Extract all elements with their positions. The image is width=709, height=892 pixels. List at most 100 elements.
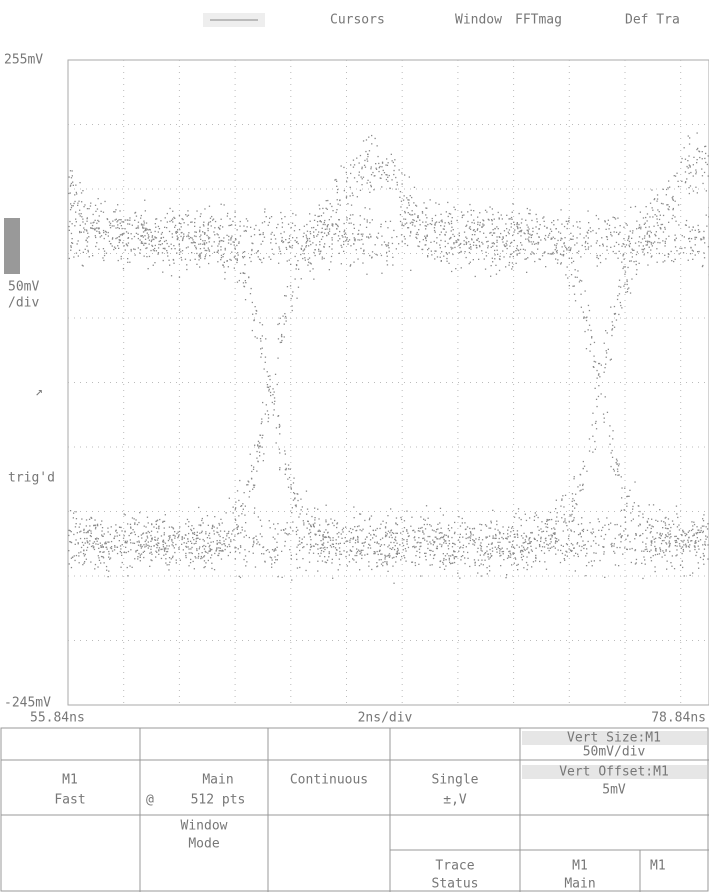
- waveform-dot: [120, 526, 122, 529]
- waveform-dot: [173, 547, 175, 549]
- softkey-label[interactable]: Main: [202, 773, 233, 788]
- waveform-dot: [645, 244, 647, 246]
- waveform-dot: [682, 566, 684, 569]
- waveform-dot: [582, 488, 584, 491]
- waveform-dot: [127, 219, 129, 221]
- waveform-dot: [560, 549, 562, 552]
- waveform-dot: [458, 550, 460, 552]
- waveform-dot: [281, 236, 283, 239]
- waveform-dot: [380, 544, 383, 546]
- waveform-dot: [525, 535, 527, 537]
- waveform-dot: [267, 224, 269, 226]
- waveform-dot: [447, 221, 450, 224]
- menu-item[interactable]: FFTmag: [515, 13, 562, 28]
- softkey-label[interactable]: Mode: [188, 837, 219, 852]
- waveform-dot: [118, 219, 120, 221]
- waveform-dot: [587, 304, 590, 307]
- waveform-dot: [643, 254, 645, 256]
- waveform-dot: [306, 508, 309, 510]
- waveform-dot: [586, 552, 588, 555]
- softkey-label[interactable]: ±,V: [443, 793, 467, 808]
- waveform-dot: [693, 521, 695, 523]
- waveform-dot: [675, 555, 677, 557]
- waveform-dot: [667, 528, 669, 530]
- softkey-label[interactable]: Continuous: [290, 773, 368, 788]
- waveform-dot: [223, 204, 225, 206]
- softkey-label[interactable]: Trace: [435, 859, 474, 874]
- waveform-dot: [616, 298, 619, 301]
- waveform-dot: [646, 550, 649, 552]
- waveform-dot: [123, 232, 125, 234]
- waveform-dot: [585, 555, 587, 557]
- waveform-dot: [143, 525, 145, 527]
- menu-item[interactable]: Window: [455, 13, 502, 28]
- waveform-dot: [610, 233, 612, 236]
- waveform-dot: [470, 532, 472, 534]
- menu-item[interactable]: Def Tra: [625, 13, 680, 28]
- waveform-dot: [68, 529, 70, 531]
- waveform-dot: [270, 238, 272, 240]
- softkey-label[interactable]: Window: [181, 819, 228, 834]
- softkey-label[interactable]: Vert Size:M1: [567, 731, 661, 746]
- waveform-dot: [272, 388, 274, 390]
- softkey-label[interactable]: Single: [432, 773, 479, 788]
- waveform-dot: [668, 542, 670, 544]
- waveform-dot: [262, 401, 264, 404]
- waveform-dot: [160, 220, 162, 222]
- softkey-label[interactable]: Fast: [54, 793, 85, 808]
- waveform-dot: [629, 548, 631, 550]
- waveform-dot: [230, 539, 232, 541]
- softkey-label[interactable]: 512 pts: [191, 793, 246, 808]
- waveform-dot: [233, 241, 235, 243]
- waveform-dot: [178, 548, 180, 550]
- waveform-dot: [251, 249, 253, 252]
- waveform-dot: [348, 530, 350, 533]
- waveform-dot: [551, 518, 553, 521]
- softkey-label[interactable]: Main: [564, 877, 595, 892]
- waveform-dot: [284, 216, 286, 218]
- waveform-dot: [102, 556, 104, 558]
- softkey-label[interactable]: @: [146, 793, 154, 808]
- waveform-dot: [225, 512, 227, 514]
- waveform-dot: [183, 537, 185, 539]
- waveform-dot: [550, 541, 552, 543]
- waveform-dot: [249, 257, 251, 259]
- waveform-dot: [229, 218, 231, 220]
- waveform-dot: [646, 233, 648, 235]
- softkey-label[interactable]: M1: [572, 859, 588, 874]
- waveform-dot: [296, 567, 299, 569]
- waveform-dot: [281, 218, 283, 220]
- softkey-label[interactable]: Vert Offset:M1: [559, 765, 669, 780]
- waveform-dot: [537, 526, 539, 528]
- softkey-label[interactable]: M1: [62, 773, 78, 788]
- waveform-dot: [662, 214, 665, 217]
- waveform-dot: [699, 556, 702, 559]
- waveform-dot: [691, 540, 693, 542]
- waveform-dot: [124, 541, 126, 544]
- waveform-dot: [140, 534, 142, 536]
- softkey-label[interactable]: Status: [432, 877, 479, 892]
- softkey-label[interactable]: M1: [650, 859, 666, 874]
- waveform-dot: [687, 545, 690, 547]
- waveform-dot: [361, 166, 363, 168]
- waveform-dot: [559, 253, 562, 255]
- waveform-dot: [187, 246, 189, 248]
- waveform-dot: [455, 241, 457, 244]
- softkey-label[interactable]: 50mV/div: [583, 745, 646, 760]
- waveform-dot: [604, 524, 606, 526]
- softkey-label[interactable]: 5mV: [602, 783, 626, 798]
- waveform-dot: [568, 220, 570, 222]
- menu-item[interactable]: Cursors: [330, 13, 385, 28]
- waveform-dot: [507, 536, 509, 538]
- waveform-dot: [198, 506, 200, 509]
- waveform-dot: [137, 225, 139, 227]
- top-level-label: 255mV: [4, 53, 43, 68]
- waveform-dot: [69, 220, 71, 223]
- waveform-dot: [574, 570, 576, 572]
- waveform-dot: [609, 443, 611, 445]
- waveform-dot: [125, 542, 127, 544]
- waveform-dot: [162, 271, 164, 273]
- waveform-dot: [497, 211, 499, 214]
- waveform-dot: [131, 517, 134, 519]
- waveform-dot: [298, 229, 301, 231]
